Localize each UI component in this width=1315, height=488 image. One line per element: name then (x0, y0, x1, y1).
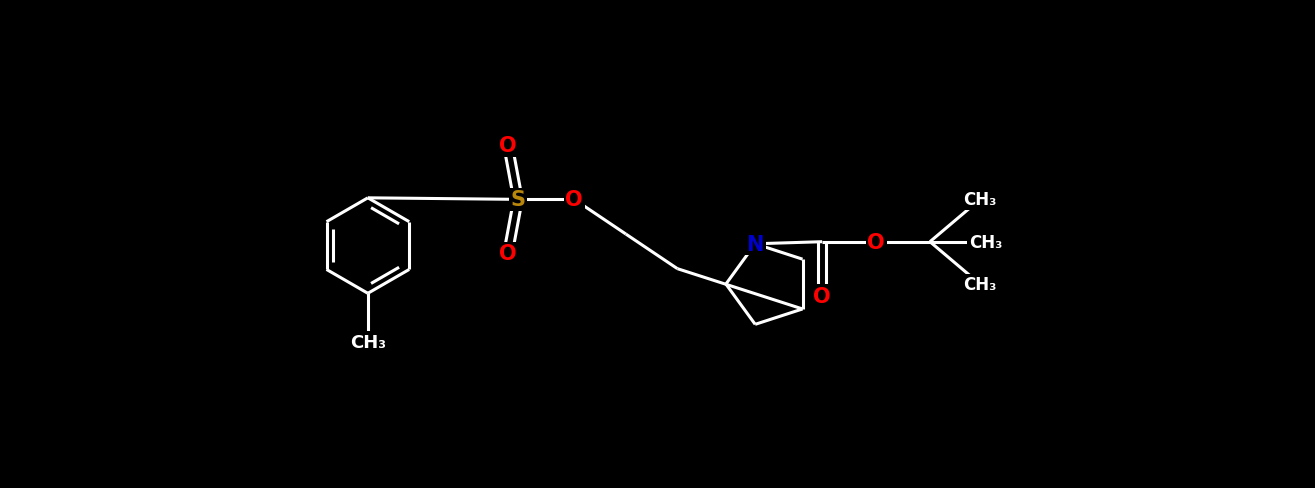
Text: N: N (747, 234, 764, 254)
Text: O: O (868, 232, 885, 252)
Text: CH₃: CH₃ (964, 276, 997, 293)
Text: CH₃: CH₃ (964, 191, 997, 209)
Text: CH₃: CH₃ (350, 333, 385, 351)
Text: S: S (510, 190, 526, 210)
Text: CH₃: CH₃ (969, 233, 1002, 251)
Text: O: O (500, 244, 517, 264)
Text: O: O (500, 136, 517, 156)
Text: O: O (814, 286, 831, 306)
Text: O: O (565, 190, 583, 210)
